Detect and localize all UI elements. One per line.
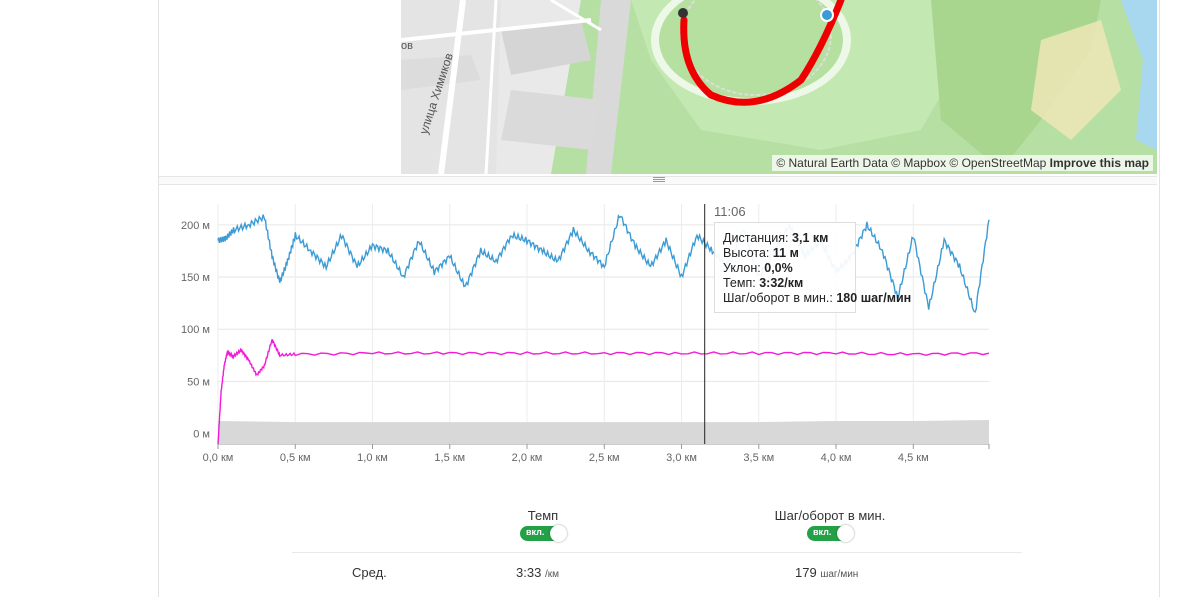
y-tick-label: 100 м xyxy=(181,324,210,336)
chart-series xyxy=(217,214,990,445)
map-canvas[interactable]: улица Химиков ов xyxy=(401,0,1157,174)
resize-grip-icon[interactable] xyxy=(653,176,665,182)
avg-cadence-value: 179 xyxy=(795,565,817,580)
avg-label: Сред. xyxy=(352,565,387,580)
position-marker-icon xyxy=(820,8,834,22)
avg-pace-unit: /км xyxy=(544,569,559,580)
cadence-line xyxy=(217,339,990,445)
y-tick-label: 50 м xyxy=(187,376,210,388)
cadence-column-header: Шаг/оборот в мин. вкл. xyxy=(760,508,900,544)
tooltip-distance-label: Дистанция: xyxy=(723,231,789,245)
cadence-header-label: Шаг/оборот в мин. xyxy=(774,508,886,523)
y-tick-label: 0 м xyxy=(193,429,210,441)
cadence-toggle[interactable]: вкл. xyxy=(807,525,854,542)
stats-separator xyxy=(292,552,1022,553)
x-tick-label: 3,0 км xyxy=(666,452,697,464)
pace-column-header: Темп вкл. xyxy=(515,508,571,544)
hover-time: 11:06 xyxy=(714,204,746,219)
y-axis: 200 м 150 м 100 м 50 м 0 м xyxy=(181,220,210,441)
cadence-toggle-label: вкл. xyxy=(813,527,832,537)
x-tick-label: 0,0 км xyxy=(203,452,234,464)
resize-divider[interactable] xyxy=(159,176,1157,185)
map-attribution: © Natural Earth Data © Mapbox © OpenStre… xyxy=(772,155,1153,171)
pace-toggle[interactable]: вкл. xyxy=(520,525,567,542)
chart-tooltip: Дистанция: 3,1 км Высота: 11 м Уклон: 0,… xyxy=(714,222,911,313)
tooltip-elevation-label: Высота: xyxy=(723,246,770,260)
street-label-partial: ов xyxy=(401,40,413,52)
x-tick-label: 1,5 км xyxy=(434,452,465,464)
elevation-area xyxy=(218,420,989,444)
elevation-chart[interactable]: 200 м 150 м 100 м 50 м 0 м 0,0 км 0,5 км 1,0 к… xyxy=(159,184,999,474)
tooltip-grade-value: 0,0% xyxy=(764,261,793,275)
chart-grid xyxy=(217,204,989,444)
route-map[interactable]: улица Химиков ов © Natural Earth Data © … xyxy=(401,0,1157,174)
attribution-text: © Natural Earth Data © Mapbox © OpenStre… xyxy=(776,156,1047,170)
x-tick-label: 1,0 км xyxy=(357,452,388,464)
tooltip-cadence-label: Шаг/оборот в мин.: xyxy=(723,291,833,305)
tooltip-grade-label: Уклон: xyxy=(723,261,761,275)
x-tick-label: 3,5 км xyxy=(743,452,774,464)
x-tick-label: 4,0 км xyxy=(821,452,852,464)
tooltip-distance-value: 3,1 км xyxy=(792,231,829,245)
x-tick-label: 0,5 км xyxy=(280,452,311,464)
x-tick-label: 2,5 км xyxy=(589,452,620,464)
toggle-knob xyxy=(550,525,567,542)
pace-header-label: Темп xyxy=(527,508,559,523)
avg-pace: 3:33 /км xyxy=(516,565,559,580)
x-tick-label: 4,5 км xyxy=(898,452,929,464)
improve-map-link[interactable]: Improve this map xyxy=(1049,156,1149,170)
y-tick-label: 150 м xyxy=(181,272,210,284)
pace-toggle-label: вкл. xyxy=(526,527,545,537)
avg-cadence: 179 шаг/мин xyxy=(795,565,858,580)
x-tick-label: 2,0 км xyxy=(512,452,543,464)
tooltip-pace-value: 3:32/км xyxy=(759,276,804,290)
avg-pace-value: 3:33 xyxy=(516,565,542,580)
x-axis: 0,0 км 0,5 км 1,0 км 1,5 км 2,0 км 2,5 км 3,0 … xyxy=(203,443,990,464)
y-tick-label: 200 м xyxy=(181,220,210,232)
avg-cadence-unit: шаг/мин xyxy=(820,569,859,580)
tooltip-pace-label: Темп: xyxy=(723,276,756,290)
tooltip-elevation-value: 11 м xyxy=(772,246,799,260)
toggle-knob xyxy=(837,525,854,542)
start-flag-icon xyxy=(678,8,688,18)
tooltip-cadence-value: 180 шаг/мин xyxy=(836,291,912,305)
